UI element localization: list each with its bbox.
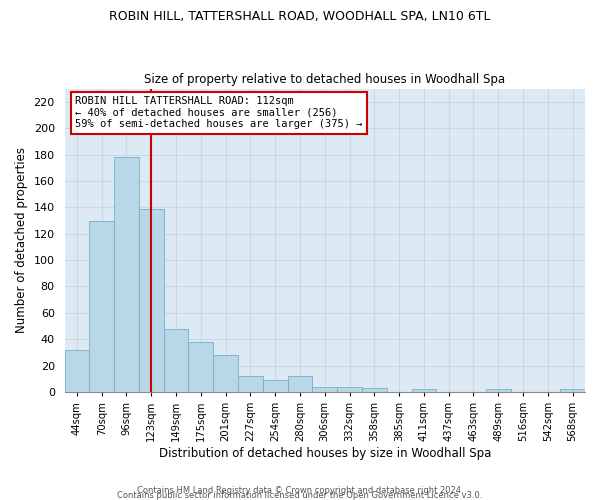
Bar — [337, 387, 362, 392]
Text: Contains public sector information licensed under the Open Government Licence v3: Contains public sector information licen… — [118, 490, 482, 500]
Text: ROBIN HILL TATTERSHALL ROAD: 112sqm
← 40% of detached houses are smaller (256)
5: ROBIN HILL TATTERSHALL ROAD: 112sqm ← 40… — [75, 96, 362, 130]
Bar — [65, 350, 89, 392]
Bar — [164, 328, 188, 392]
Bar — [362, 388, 387, 392]
Text: Contains HM Land Registry data © Crown copyright and database right 2024.: Contains HM Land Registry data © Crown c… — [137, 486, 463, 495]
Bar — [287, 376, 313, 392]
X-axis label: Distribution of detached houses by size in Woodhall Spa: Distribution of detached houses by size … — [158, 447, 491, 460]
Bar — [263, 380, 287, 392]
Bar — [139, 208, 164, 392]
Y-axis label: Number of detached properties: Number of detached properties — [15, 148, 28, 334]
Bar — [114, 157, 139, 392]
Bar — [560, 390, 585, 392]
Bar — [213, 355, 238, 392]
Text: ROBIN HILL, TATTERSHALL ROAD, WOODHALL SPA, LN10 6TL: ROBIN HILL, TATTERSHALL ROAD, WOODHALL S… — [109, 10, 491, 23]
Bar — [89, 220, 114, 392]
Bar — [188, 342, 213, 392]
Title: Size of property relative to detached houses in Woodhall Spa: Size of property relative to detached ho… — [144, 73, 505, 86]
Bar — [486, 390, 511, 392]
Bar — [238, 376, 263, 392]
Bar — [313, 387, 337, 392]
Bar — [412, 390, 436, 392]
